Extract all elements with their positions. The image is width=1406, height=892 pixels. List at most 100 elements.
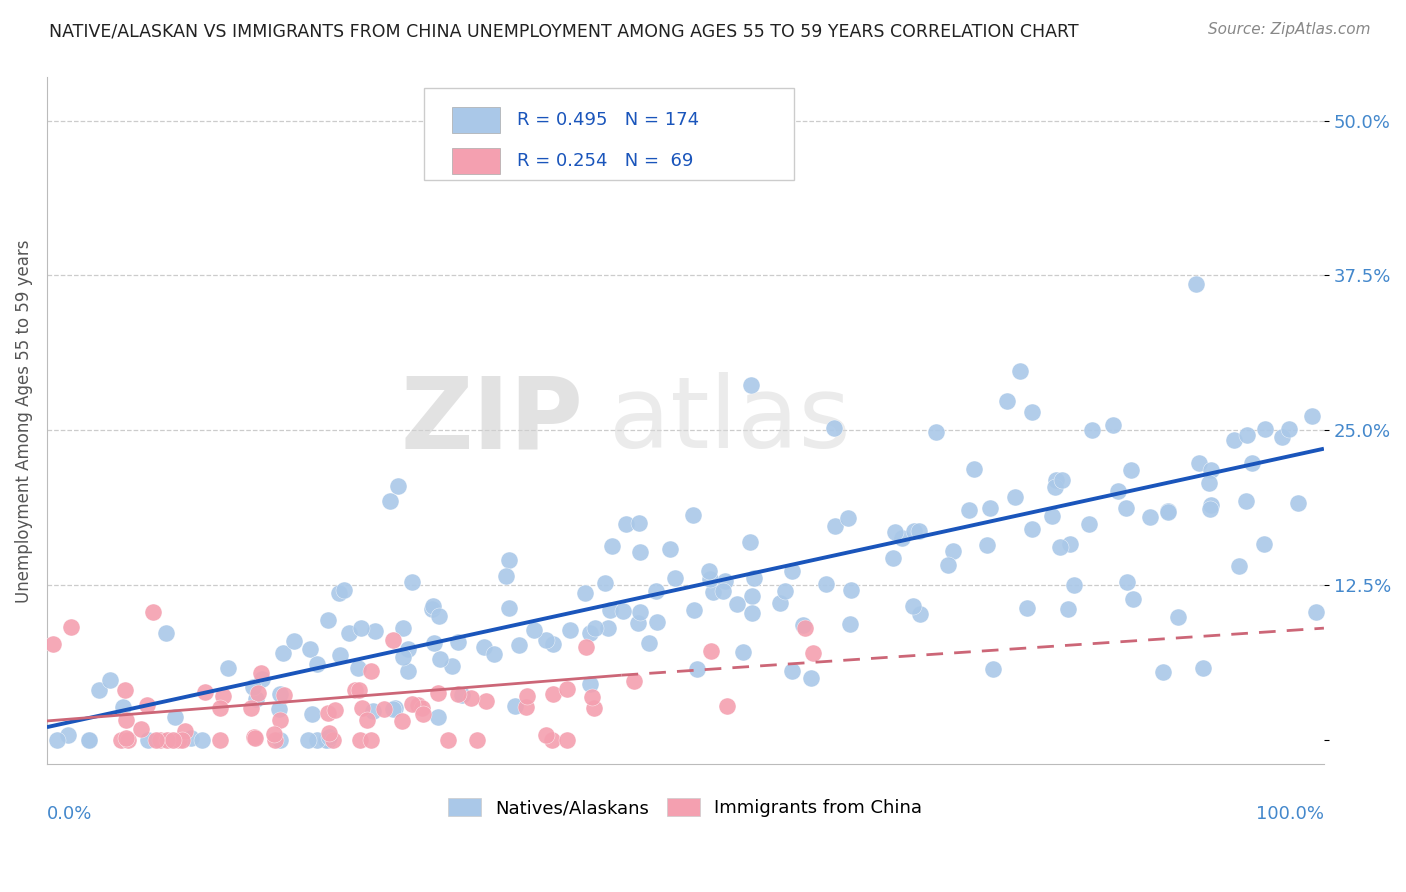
Point <box>243 731 266 745</box>
Point <box>111 699 134 714</box>
Point <box>208 732 231 747</box>
Point <box>1056 602 1078 616</box>
Point <box>422 599 444 613</box>
Point <box>437 732 460 747</box>
Point <box>714 574 737 589</box>
Point <box>803 646 825 660</box>
Point <box>979 500 1001 515</box>
Point <box>1043 480 1066 494</box>
Point <box>447 635 470 649</box>
Point <box>815 577 838 591</box>
Point <box>742 571 765 585</box>
Point <box>839 617 862 632</box>
Point <box>775 584 797 599</box>
Point <box>422 602 444 616</box>
Point <box>645 583 668 598</box>
Point <box>283 633 305 648</box>
Point <box>263 726 285 740</box>
Point <box>638 636 661 650</box>
Point <box>373 702 395 716</box>
Point <box>217 661 239 675</box>
Point <box>793 621 815 635</box>
FancyBboxPatch shape <box>451 148 501 174</box>
Point <box>824 519 846 533</box>
Point <box>401 574 423 589</box>
Point <box>555 732 578 747</box>
Point <box>250 666 273 681</box>
Point <box>361 704 384 718</box>
Point <box>380 493 402 508</box>
Text: R = 0.495   N = 174: R = 0.495 N = 174 <box>517 111 699 129</box>
Point <box>627 516 650 530</box>
Point <box>460 690 482 705</box>
Point <box>273 688 295 702</box>
Point <box>167 732 190 747</box>
Point <box>145 732 167 747</box>
Point <box>349 732 371 747</box>
Point <box>318 732 340 747</box>
Point <box>574 586 596 600</box>
Point <box>269 686 291 700</box>
FancyBboxPatch shape <box>423 87 794 180</box>
Point <box>995 394 1018 409</box>
Point <box>1253 537 1275 551</box>
Point <box>411 701 433 715</box>
Point <box>516 689 538 703</box>
Point <box>963 462 986 476</box>
Point <box>1017 600 1039 615</box>
FancyBboxPatch shape <box>451 107 501 133</box>
Point <box>360 732 382 747</box>
Point <box>901 599 924 614</box>
Point <box>534 728 557 742</box>
Point <box>1115 501 1137 516</box>
Point <box>1139 510 1161 524</box>
Point <box>1278 422 1301 436</box>
Point <box>1050 473 1073 487</box>
Point <box>1192 661 1215 675</box>
Point <box>1301 409 1323 423</box>
Point <box>242 680 264 694</box>
Point <box>77 732 100 747</box>
Point <box>382 632 405 647</box>
Point <box>658 542 681 557</box>
Y-axis label: Unemployment Among Ages 55 to 59 years: Unemployment Among Ages 55 to 59 years <box>15 239 32 603</box>
Point <box>1010 364 1032 378</box>
Point <box>1045 473 1067 487</box>
Point <box>541 732 564 747</box>
Point <box>498 601 520 615</box>
Point <box>1254 422 1277 436</box>
Point <box>98 673 121 687</box>
Point <box>328 586 350 600</box>
Point <box>697 564 720 578</box>
Point <box>1081 423 1104 437</box>
Point <box>515 699 537 714</box>
Point <box>191 732 214 747</box>
Point <box>247 686 270 700</box>
Point <box>423 636 446 650</box>
Point <box>318 726 340 740</box>
Point <box>450 688 472 702</box>
Point <box>1152 665 1174 679</box>
Point <box>322 732 344 747</box>
Point <box>155 626 177 640</box>
Point <box>1004 490 1026 504</box>
Point <box>495 569 517 583</box>
Point <box>465 732 488 747</box>
Point <box>209 701 232 715</box>
Point <box>87 682 110 697</box>
Point <box>110 732 132 747</box>
Point <box>315 732 337 747</box>
Point <box>716 699 738 714</box>
Point <box>599 603 621 617</box>
Point <box>837 511 859 525</box>
Point <box>347 682 370 697</box>
Point <box>628 545 651 559</box>
Point <box>396 641 419 656</box>
Point <box>942 544 965 558</box>
Point <box>740 377 762 392</box>
Point <box>543 637 565 651</box>
Point <box>447 687 470 701</box>
Point <box>350 700 373 714</box>
Point <box>1063 578 1085 592</box>
Point <box>149 732 172 747</box>
